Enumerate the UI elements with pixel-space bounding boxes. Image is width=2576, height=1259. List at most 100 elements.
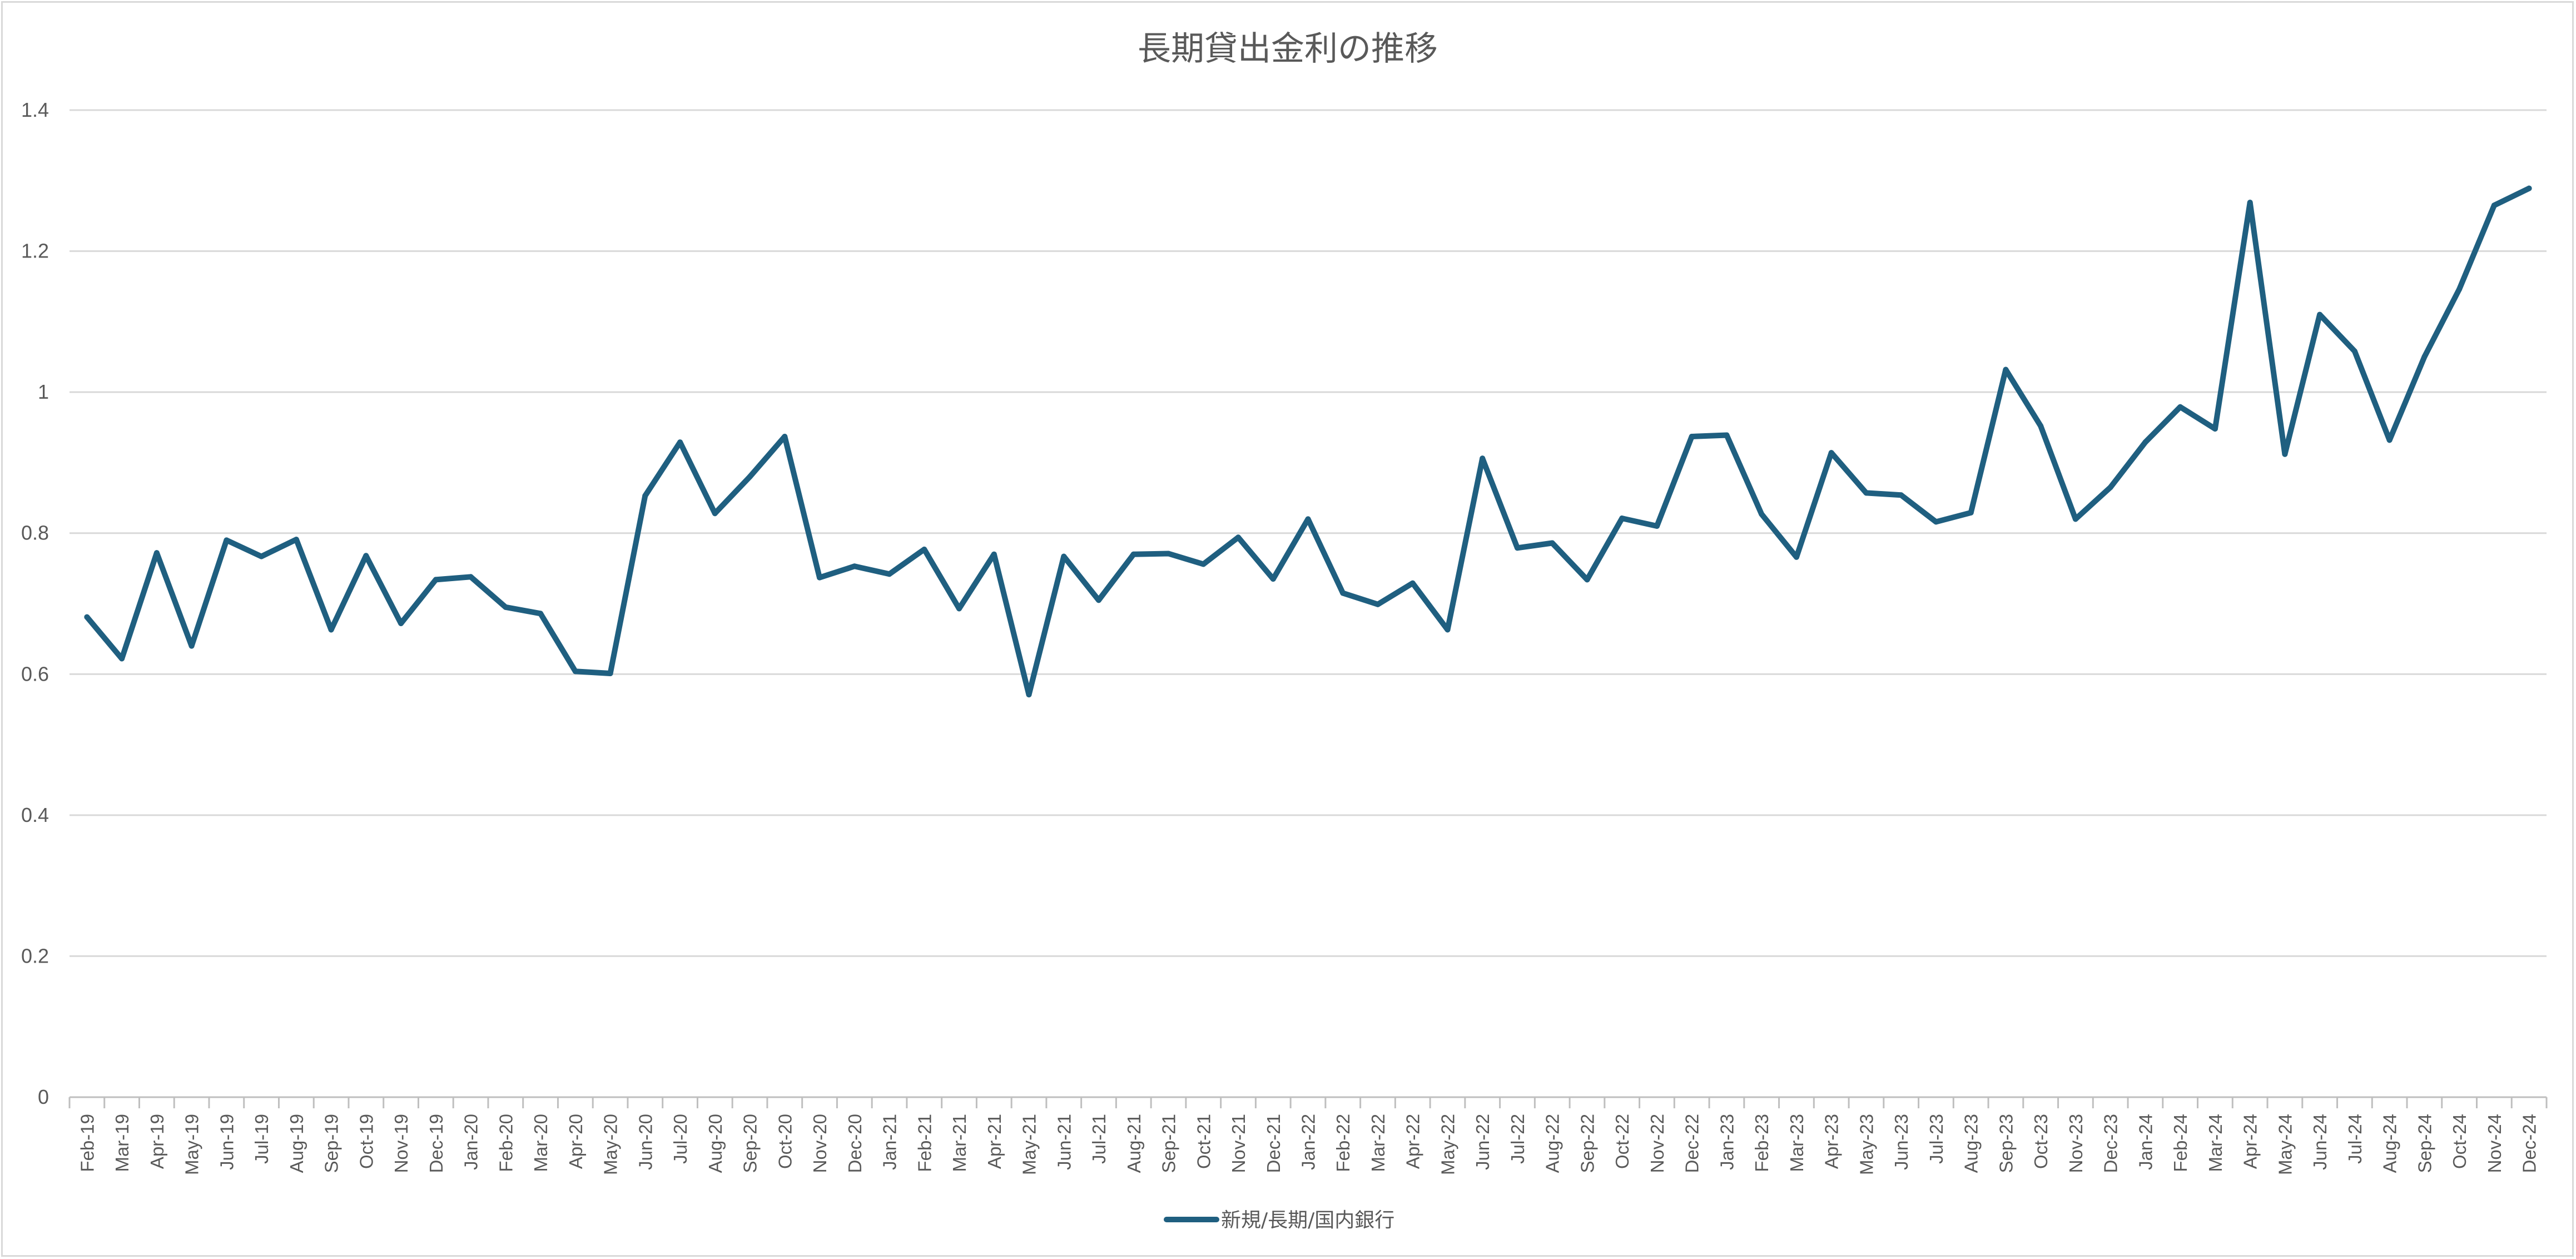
x-tick-label: Sep-22 bbox=[1577, 1114, 1597, 1173]
x-tick-label: Dec-20 bbox=[845, 1114, 865, 1173]
data-point bbox=[2107, 484, 2113, 490]
x-tick-label: May-20 bbox=[600, 1114, 621, 1175]
x-tick-label: Nov-19 bbox=[391, 1114, 411, 1173]
y-tick-label: 1.2 bbox=[21, 240, 49, 262]
data-point bbox=[259, 553, 265, 559]
data-point bbox=[1165, 551, 1172, 557]
x-tick-label: Jun-21 bbox=[1054, 1114, 1074, 1170]
x-tick-label: Oct-24 bbox=[2449, 1114, 2470, 1169]
x-tick-label: Jun-23 bbox=[1891, 1114, 1912, 1170]
y-tick-label: 0.8 bbox=[21, 522, 49, 544]
x-tick-label: Jun-20 bbox=[635, 1114, 656, 1170]
x-tick-label: Apr-20 bbox=[565, 1114, 586, 1169]
data-point bbox=[2526, 185, 2532, 191]
x-tick-label: Aug-24 bbox=[2380, 1114, 2400, 1173]
data-point bbox=[1863, 490, 1869, 496]
x-axis bbox=[68, 1096, 2548, 1108]
x-tick-label: Aug-22 bbox=[1542, 1114, 1563, 1173]
data-point bbox=[1480, 455, 1486, 462]
data-point bbox=[2351, 348, 2357, 354]
x-tick-label: Jul-22 bbox=[1507, 1114, 1528, 1164]
x-tick-label: Oct-19 bbox=[356, 1114, 376, 1169]
series-layer bbox=[84, 185, 2532, 698]
x-tick-label: Mar-23 bbox=[1786, 1114, 1807, 1172]
x-tick-label: Feb-24 bbox=[2170, 1114, 2191, 1172]
x-tick-label: Sep-19 bbox=[321, 1114, 342, 1173]
x-tick-label: Jan-22 bbox=[1298, 1114, 1319, 1170]
data-point bbox=[677, 439, 683, 445]
x-tick-label: Apr-21 bbox=[984, 1114, 1005, 1169]
y-axis-ticks: 0 0.2 0.4 0.6 0.8 1 1.2 1.4 bbox=[21, 98, 49, 1108]
y-tick-label: 0.4 bbox=[21, 804, 49, 826]
data-point bbox=[1968, 509, 1974, 516]
x-tick-label: Oct-21 bbox=[1193, 1114, 1214, 1169]
x-tick-label: Apr-19 bbox=[147, 1114, 167, 1169]
data-point bbox=[1549, 540, 1555, 546]
x-tick-label: May-24 bbox=[2275, 1114, 2295, 1175]
x-tick-label: Feb-19 bbox=[77, 1114, 97, 1172]
data-point bbox=[1270, 576, 1276, 582]
x-tick-label: Dec-19 bbox=[426, 1114, 446, 1173]
data-point bbox=[817, 574, 822, 581]
data-point bbox=[712, 510, 718, 517]
data-point bbox=[1898, 492, 1904, 498]
x-tick-label: Sep-20 bbox=[740, 1114, 761, 1173]
data-point bbox=[2421, 354, 2428, 360]
data-point bbox=[1096, 597, 1101, 603]
x-tick-label: Apr-24 bbox=[2240, 1114, 2261, 1169]
data-point bbox=[956, 606, 962, 612]
data-point bbox=[1794, 554, 1799, 560]
x-tick-label: Aug-19 bbox=[286, 1114, 307, 1173]
data-point bbox=[2003, 366, 2009, 373]
x-tick-label: Sep-21 bbox=[1159, 1114, 1179, 1173]
x-axis-ticks: Feb-19 Mar-19 Apr-19 May-19 Jun-19 Jul-19 Aug-… bbox=[77, 1114, 2539, 1175]
x-tick-label: Aug-21 bbox=[1124, 1114, 1144, 1173]
data-point bbox=[2247, 200, 2253, 206]
x-tick-label: Jan-21 bbox=[880, 1114, 900, 1170]
data-point bbox=[1200, 561, 1207, 567]
x-tick-label: Mar-22 bbox=[1368, 1114, 1388, 1172]
data-point bbox=[224, 537, 230, 543]
data-point bbox=[851, 563, 857, 569]
x-tick-label: Feb-20 bbox=[495, 1114, 516, 1172]
data-point bbox=[2386, 437, 2393, 443]
x-tick-label: May-23 bbox=[1856, 1114, 1877, 1175]
data-point bbox=[293, 537, 299, 543]
x-tick-label: Jul-23 bbox=[1926, 1114, 1947, 1164]
x-tick-label: Jun-19 bbox=[216, 1114, 237, 1170]
data-point bbox=[2282, 451, 2288, 457]
data-point bbox=[2177, 404, 2183, 410]
x-tick-label: Mar-24 bbox=[2205, 1114, 2226, 1172]
data-point bbox=[1689, 434, 1695, 439]
legend-label: 新規/長期/国内銀行 bbox=[1221, 1209, 1394, 1232]
x-tick-label: May-21 bbox=[1019, 1114, 1040, 1175]
data-point bbox=[991, 551, 997, 557]
x-tick-label: Jan-24 bbox=[2135, 1114, 2156, 1170]
x-tick-label: Dec-24 bbox=[2519, 1114, 2540, 1173]
data-point bbox=[2317, 311, 2323, 318]
data-point bbox=[2038, 423, 2044, 429]
x-tick-label: Sep-24 bbox=[2414, 1114, 2435, 1173]
x-tick-label: Mar-20 bbox=[530, 1114, 551, 1172]
data-point bbox=[1061, 553, 1067, 559]
chart-title: 長期貸出金利の推移 bbox=[1138, 29, 1438, 68]
y-tick-label: 0.6 bbox=[21, 662, 49, 685]
x-tick-label: Jan-20 bbox=[461, 1114, 482, 1170]
data-point bbox=[2212, 426, 2218, 432]
x-tick-label: Mar-21 bbox=[949, 1114, 970, 1172]
y-tick-label: 1 bbox=[38, 380, 49, 403]
data-point bbox=[363, 553, 369, 559]
x-tick-label: Oct-20 bbox=[775, 1114, 795, 1169]
data-point bbox=[119, 656, 125, 662]
x-tick-label: Jun-24 bbox=[2310, 1114, 2330, 1170]
data-point bbox=[188, 643, 195, 649]
x-tick-label: May-22 bbox=[1437, 1114, 1458, 1175]
data-point bbox=[2072, 516, 2078, 522]
x-tick-label: Apr-23 bbox=[1821, 1114, 1842, 1169]
data-point bbox=[747, 474, 753, 480]
data-point bbox=[1828, 450, 1834, 456]
x-tick-label: Sep-23 bbox=[1996, 1114, 2016, 1173]
data-point bbox=[1235, 534, 1241, 541]
x-tick-label: Nov-21 bbox=[1228, 1114, 1249, 1173]
